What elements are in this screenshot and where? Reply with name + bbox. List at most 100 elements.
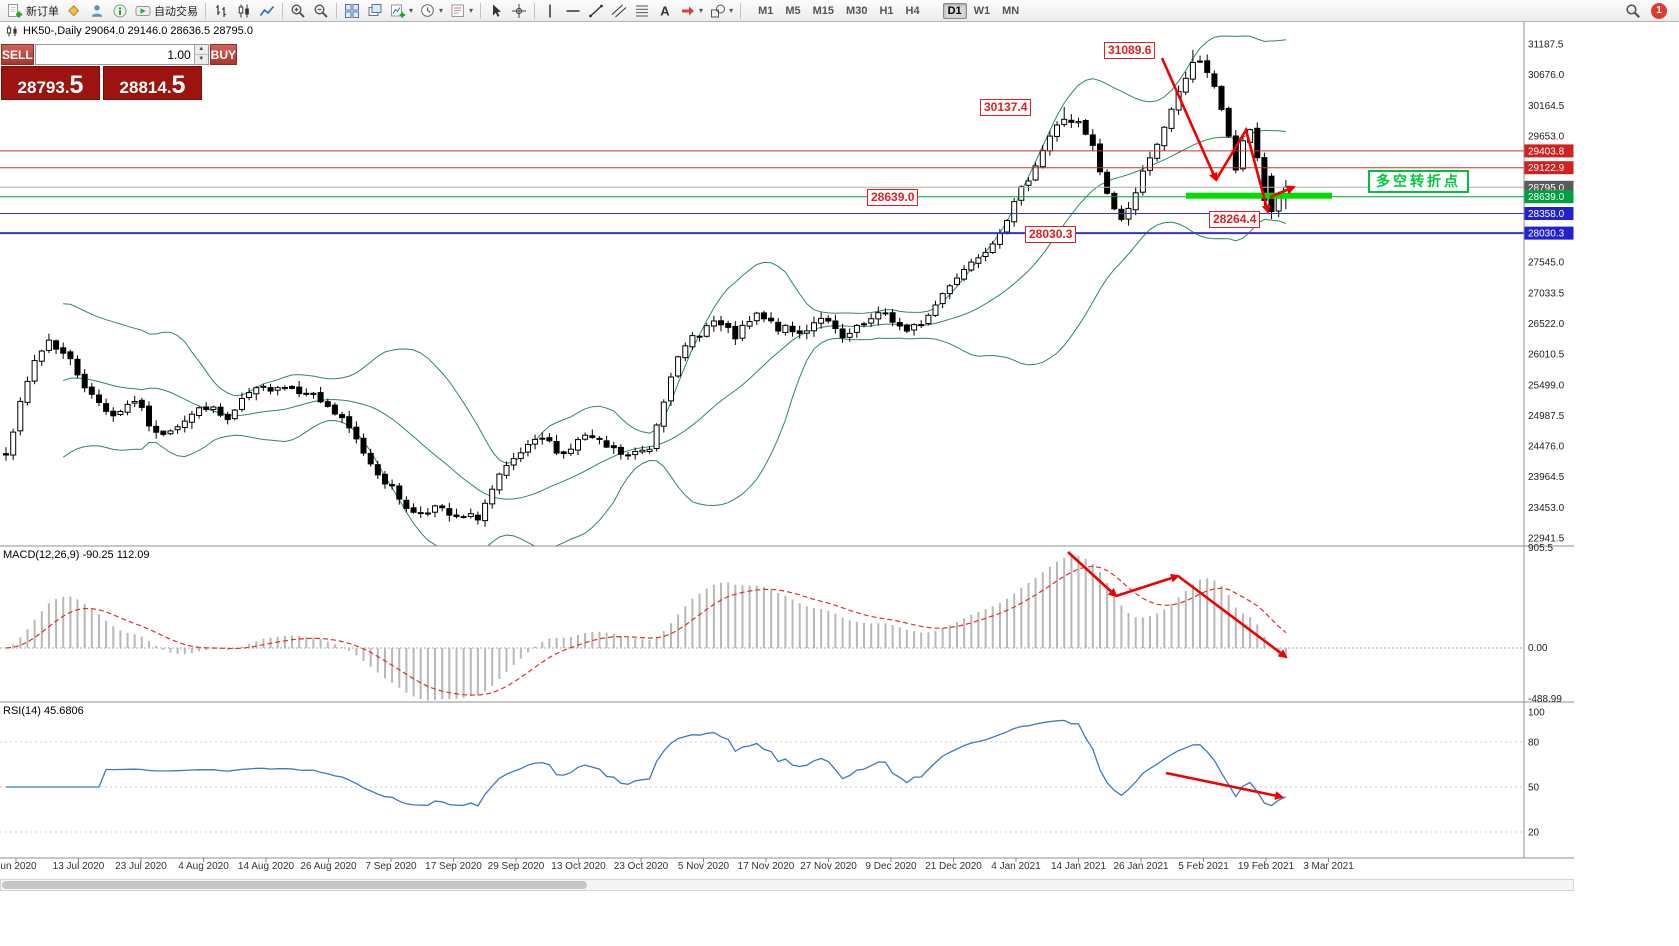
trend-arrow-5[interactable]: [1115, 573, 1180, 598]
date-label: 26 Aug 2020: [300, 861, 357, 872]
svg-text:31187.5: 31187.5: [1528, 40, 1564, 51]
svg-text:24476.0: 24476.0: [1528, 442, 1565, 453]
toolbar-horizontal-line-button[interactable]: [562, 1, 584, 20]
templates-menu-icon: [450, 3, 466, 19]
notification-badge[interactable]: 1: [1651, 2, 1667, 19]
price-label-28264[interactable]: 28264.4: [1209, 211, 1261, 228]
rsi-line: [6, 719, 1287, 807]
timeframe-d1-button[interactable]: D1: [942, 2, 967, 19]
price-label-31089[interactable]: 31089.6: [1104, 42, 1156, 59]
trendline-icon: [588, 3, 604, 19]
toolbar-cursor-button[interactable]: [485, 1, 507, 20]
arrows-objects-icon: [680, 3, 696, 19]
timeframe-m15-button[interactable]: M15: [812, 4, 835, 17]
date-axis[interactable]: Jun 2020 13 Jul 2020 23 Jul 2020 4 Aug 2020…: [0, 861, 1574, 876]
price-label-30137[interactable]: 30137.4: [980, 99, 1032, 116]
svg-text:27545.0: 27545.0: [1528, 258, 1565, 269]
toolbar-community-button[interactable]: [109, 1, 131, 20]
timeframe-m30-button[interactable]: M30: [846, 4, 868, 17]
bollinger-middle-band: [63, 129, 1286, 500]
timeframe-h4-button[interactable]: H4: [905, 4, 920, 17]
timeframe-w1-button[interactable]: W1: [973, 4, 991, 17]
toolbar-text-label-button[interactable]: A: [654, 1, 676, 20]
sell-price[interactable]: 28793. 5: [1, 66, 100, 100]
timeframe-m5-button[interactable]: M5: [785, 4, 801, 17]
toolbar-equidistant-channel-button[interactable]: [608, 1, 630, 20]
svg-text:30164.5: 30164.5: [1528, 101, 1565, 112]
chart-canvas[interactable]: 31187.5 30676.0 30164.5 29653.0 27545.0 27033…: [0, 22, 1580, 878]
toolbar-crosshair-button[interactable]: [508, 1, 530, 20]
rsi-axis-label: 20: [1528, 828, 1540, 839]
price-label-28030[interactable]: 28030.3: [1025, 226, 1077, 243]
turning-point-label[interactable]: 多空转折点: [1368, 170, 1469, 193]
price-axis[interactable]: 31187.5 30676.0 30164.5 29653.0 27545.0 27033…: [1524, 40, 1574, 839]
date-label: 14 Aug 2020: [237, 861, 295, 872]
toolbar-new-order-label: 新订单: [26, 5, 59, 18]
macd-indicator-label: MACD(12,26,9) -90.25 112.09: [3, 549, 150, 561]
timeframe-mn-button[interactable]: MN: [1002, 4, 1020, 17]
toolbar-autotrade-button[interactable]: 自动交易: [132, 1, 201, 20]
toolbar-tile-windows-button[interactable]: [341, 1, 363, 20]
buy-button[interactable]: BUY: [209, 44, 238, 65]
toolbar-zoom-in-button[interactable]: [287, 1, 309, 20]
macd-signal-line: [5, 565, 1287, 696]
date-label: 7 Sep 2020: [365, 861, 417, 872]
toolbar-vertical-line-button[interactable]: [539, 1, 561, 20]
date-label: 13 Jul 2020: [52, 861, 105, 872]
toolbar-profile-button[interactable]: [86, 1, 108, 20]
price-label-28639[interactable]: 28639.0: [867, 189, 919, 206]
date-label: 5 Feb 2021: [1178, 861, 1229, 872]
date-label: 17 Sep 2020: [425, 861, 482, 872]
toolbar-bar-chart-mode-button[interactable]: [210, 1, 232, 20]
svg-text:22941.5: 22941.5: [1528, 534, 1565, 545]
horizontal-levels[interactable]: [0, 150, 1524, 235]
horizontal-scrollbar[interactable]: [0, 879, 1574, 891]
date-label: 21 Dec 2020: [925, 861, 982, 872]
top-toolbar: 新订单 自动交易 ▾ ▾ ▾ A ▾ ▾ M1 M5 M15 M30 H1 H4 D1 W1 MN 1: [0, 0, 1679, 22]
toolbar-shapes-objects-button[interactable]: ▾: [707, 1, 736, 20]
finance-icon: [66, 3, 82, 19]
trend-arrow-7[interactable]: [1165, 771, 1284, 800]
toolbar-arrows-objects-button[interactable]: ▾: [677, 1, 706, 20]
buy-price[interactable]: 28814. 5: [103, 66, 202, 100]
volume-increase-button[interactable]: ▲: [194, 45, 208, 55]
bar-chart-mode-icon: [213, 3, 229, 19]
scrollbar-thumb[interactable]: [2, 881, 587, 889]
trend-arrow-2[interactable]: [1214, 126, 1271, 214]
toolbar-new-order-button[interactable]: 新订单: [4, 1, 62, 20]
toolbar-line-chart-mode-button[interactable]: [256, 1, 278, 20]
volume-input[interactable]: [35, 45, 194, 64]
dropdown-caret-icon: ▾: [439, 6, 444, 15]
date-label: 4 Jan 2021: [991, 861, 1041, 872]
bollinger-bands: [62, 35, 1287, 546]
toolbar-finance-button[interactable]: [63, 1, 85, 20]
timeframe-h1-button[interactable]: H1: [879, 4, 894, 17]
price-tag-28358.0: [1524, 207, 1574, 220]
profiles-menu-icon: [420, 3, 436, 19]
trend-arrow-3[interactable]: [1269, 185, 1296, 199]
horizontal-line-icon: [565, 3, 581, 19]
macd-axis-label: 0.00: [1528, 643, 1548, 654]
trend-arrow-6[interactable]: [1177, 574, 1288, 659]
toolbar-candle-chart-mode-button[interactable]: [233, 1, 255, 20]
timeframe-m1-button[interactable]: M1: [758, 4, 774, 17]
toolbar-separator: [480, 2, 482, 19]
toolbar-trendline-button[interactable]: [585, 1, 607, 20]
toolbar-new-chart-button[interactable]: ▾: [387, 1, 416, 20]
new-order-icon: [7, 3, 23, 19]
sell-button[interactable]: SELL: [1, 44, 34, 65]
date-label: 23 Oct 2020: [613, 861, 669, 872]
trend-arrow-4[interactable]: [1067, 551, 1118, 598]
volume-decrease-button[interactable]: ▼: [194, 55, 208, 64]
date-label: 23 Jul 2020: [115, 861, 167, 872]
toolbar-cascade-windows-button[interactable]: [364, 1, 386, 20]
search-button[interactable]: [1622, 1, 1644, 20]
rsi-axis-label: 50: [1528, 783, 1540, 794]
toolbar-profiles-menu-button[interactable]: ▾: [417, 1, 446, 20]
trend-arrow-1[interactable]: [1160, 57, 1218, 182]
support-zone-bar[interactable]: [1186, 192, 1332, 199]
chart-window: 31187.5 30676.0 30164.5 29653.0 27545.0 27033…: [0, 22, 1679, 946]
toolbar-templates-menu-button[interactable]: ▾: [447, 1, 476, 20]
toolbar-fibonacci-retracement-button[interactable]: [631, 1, 653, 20]
toolbar-zoom-out-button[interactable]: [310, 1, 332, 20]
